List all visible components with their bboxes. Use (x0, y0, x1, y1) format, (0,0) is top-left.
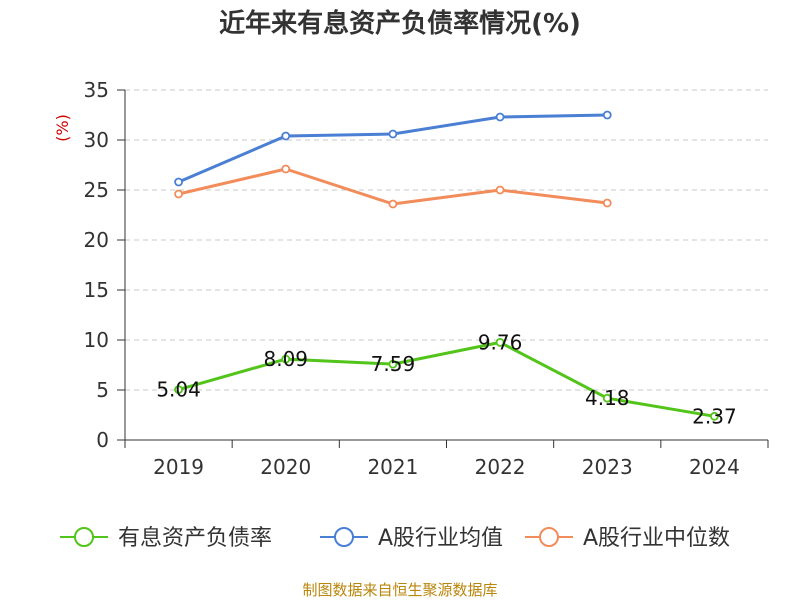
data-point (495, 185, 505, 195)
data-label: 7.59 (371, 352, 416, 376)
data-point (174, 385, 183, 395)
data-label: 2.37 (692, 404, 737, 428)
x-tick-label: 2024 (689, 455, 740, 479)
data-point (174, 177, 183, 187)
data-point (281, 164, 291, 174)
data-labels: 5.04 8.09 7.59 9.76 4.18 2.37 (156, 330, 736, 428)
grid-lines (125, 89, 768, 391)
data-point (602, 110, 612, 120)
y-tick-label: 30 (84, 128, 109, 152)
x-tick-label: 2022 (475, 455, 526, 479)
data-point (602, 198, 612, 208)
data-point (281, 131, 291, 141)
y-tick-label: 35 (84, 78, 109, 102)
data-label: 4.18 (585, 386, 630, 410)
data-point (495, 112, 505, 122)
y-tick-label: 10 (84, 328, 109, 352)
legend-label: A股行业中位数 (583, 526, 730, 551)
chart-title: 近年来有息资产负债率情况(%) (219, 8, 581, 39)
axes: 0 5 10 15 20 25 30 35 2019 2020 2021 2022 2023 2024 (84, 78, 769, 479)
data-point (710, 411, 719, 421)
x-tick-label: 2019 (153, 455, 204, 479)
series-line-0 (178, 340, 715, 418)
y-tick-label: 5 (96, 378, 109, 402)
series-lines (174, 110, 719, 421)
data-point (281, 354, 291, 364)
legend-label: A股行业均值 (378, 526, 503, 551)
legend-swatch-marker (334, 527, 354, 547)
y-tick-label: 0 (96, 428, 109, 452)
series-line-1 (177, 113, 608, 184)
data-label: 8.09 (263, 347, 308, 371)
data-point (388, 129, 398, 139)
y-tick-label: 25 (84, 178, 109, 202)
x-tick-label: 2021 (367, 455, 418, 479)
y-tick-label: 20 (84, 228, 109, 252)
data-label: 9.76 (478, 330, 523, 354)
x-tick-label: 2020 (260, 455, 311, 479)
y-tick-label: 15 (84, 278, 109, 302)
legend: 有息资产负债率 A股行业均值 A股行业中位数 (60, 526, 730, 551)
data-point (602, 393, 612, 403)
data-point (174, 189, 183, 199)
legend-swatch-marker (539, 527, 559, 547)
data-point (495, 337, 505, 347)
y-axis-unit: (%) (53, 114, 72, 142)
data-point (388, 199, 398, 209)
data-label: 5.04 (156, 378, 201, 402)
x-tick-label: 2023 (582, 455, 633, 479)
legend-label: 有息资产负债率 (118, 526, 272, 551)
series-line-2 (178, 167, 608, 206)
data-point (388, 359, 398, 369)
source-note: 制图数据来自恒生聚源数据库 (302, 581, 497, 599)
legend-swatch-marker (74, 527, 94, 547)
